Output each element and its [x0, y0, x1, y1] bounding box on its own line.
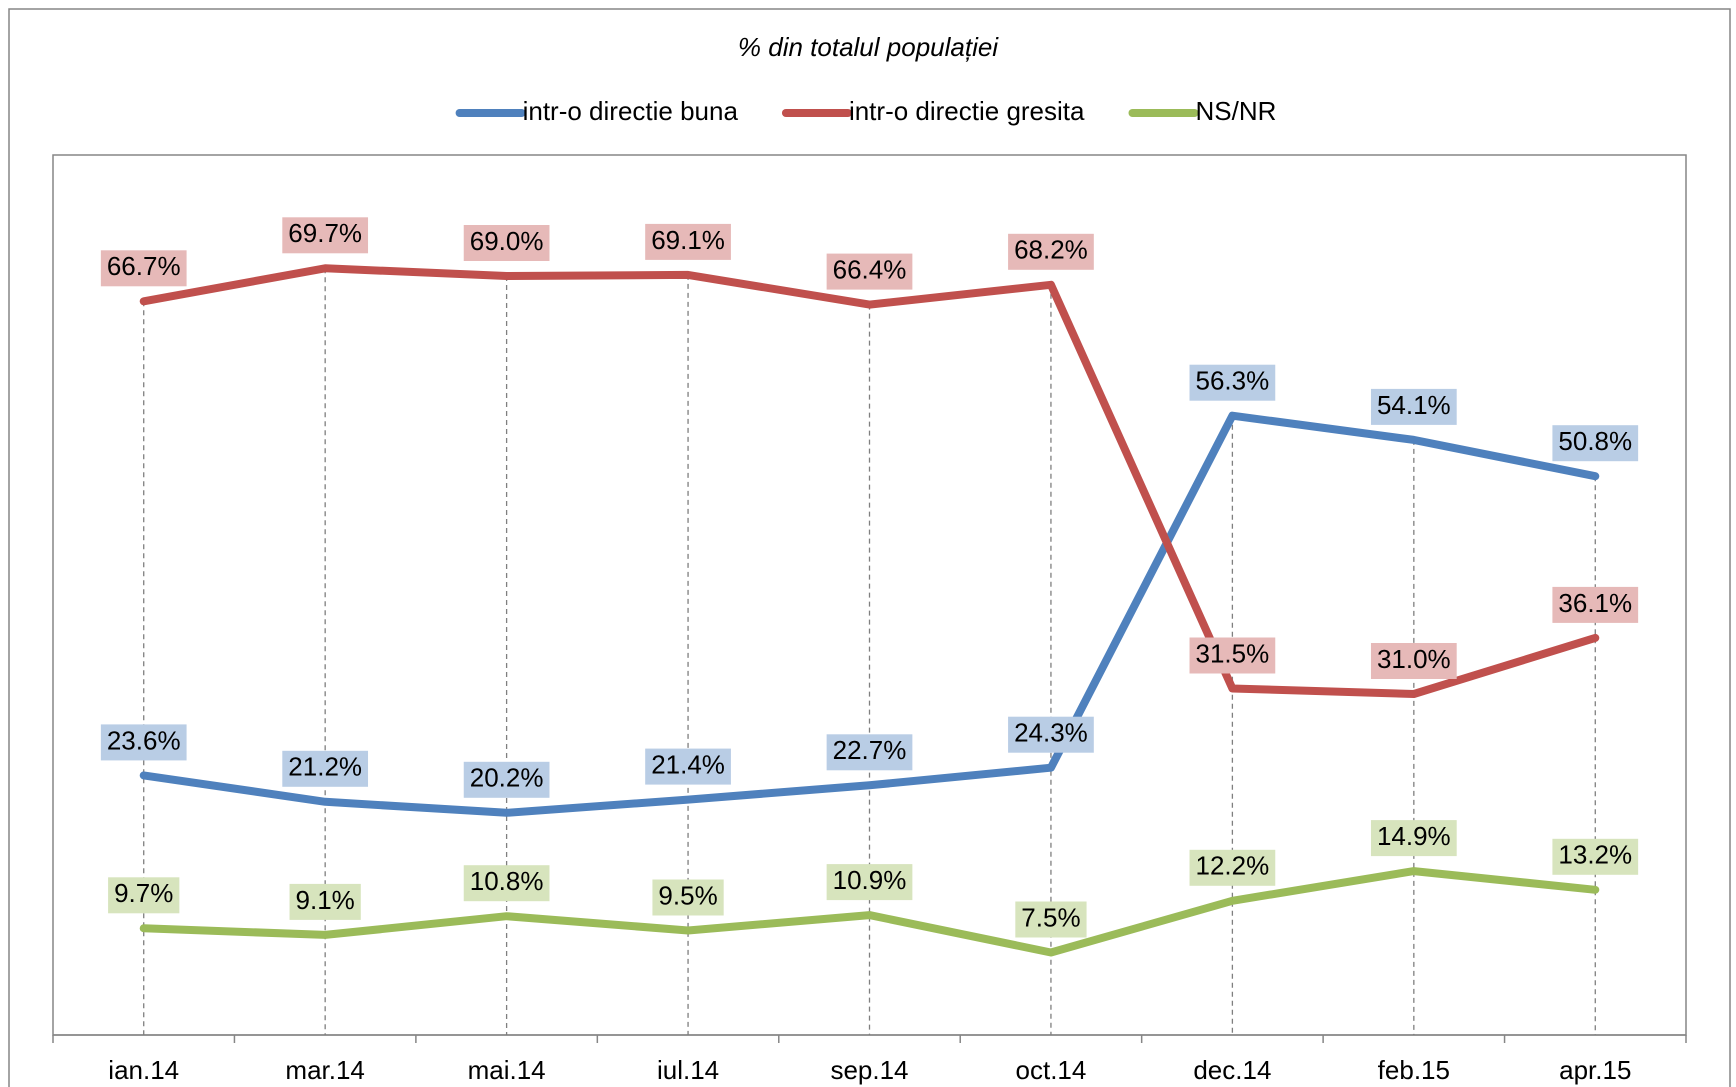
- series-line: [139, 264, 1600, 698]
- value-label: 56.3%: [1196, 366, 1270, 396]
- x-tick-label: ian.14: [108, 1055, 179, 1085]
- value-label-bg: [1552, 425, 1639, 462]
- value-label-bg: [1189, 849, 1276, 886]
- value-label: 36.1%: [1558, 588, 1632, 618]
- value-label: 54.1%: [1377, 390, 1451, 420]
- value-label-bg: [463, 761, 550, 798]
- value-label-bg: [282, 217, 369, 254]
- value-label: 12.2%: [1196, 851, 1270, 881]
- value-label-bg: [100, 724, 187, 761]
- series-line: [139, 411, 1600, 817]
- legend-label: intr-o directie gresita: [849, 96, 1085, 126]
- legend-item: intr-o directie buna: [455, 96, 739, 126]
- value-label-bg: [1008, 716, 1094, 753]
- value-label-bg: [108, 877, 180, 914]
- value-label-bg: [1552, 838, 1639, 875]
- value-label: 69.0%: [470, 226, 544, 256]
- value-label-bg: [826, 253, 913, 290]
- series-line: [139, 867, 1600, 957]
- value-label: 22.7%: [833, 735, 907, 765]
- value-label: 69.1%: [651, 225, 725, 255]
- value-label: 10.9%: [833, 865, 907, 895]
- value-label: 68.2%: [1014, 235, 1088, 265]
- x-tick-label: iul.14: [657, 1055, 719, 1085]
- value-label-bg: [282, 750, 369, 787]
- value-label-bg: [1015, 901, 1087, 938]
- value-label: 50.8%: [1558, 426, 1632, 456]
- value-label: 66.7%: [107, 251, 181, 281]
- value-label-bg: [1008, 233, 1094, 270]
- chart-border: [8, 8, 1731, 1087]
- value-label-bg: [100, 250, 187, 287]
- legend-item: intr-o directie gresita: [781, 96, 1085, 126]
- value-label: 9.7%: [114, 878, 173, 908]
- value-label: 66.4%: [833, 254, 907, 284]
- value-label: 13.2%: [1558, 840, 1632, 870]
- value-label: 10.8%: [470, 866, 544, 896]
- value-label-bg: [1370, 388, 1457, 425]
- value-label: 69.7%: [288, 218, 362, 248]
- value-label: 21.4%: [651, 749, 725, 779]
- value-label: 31.0%: [1377, 644, 1451, 674]
- value-label: 9.1%: [296, 885, 355, 915]
- x-tick-label: dec.14: [1193, 1055, 1271, 1085]
- value-label: 31.5%: [1196, 638, 1270, 668]
- x-tick-label: mar.14: [285, 1055, 365, 1085]
- value-label-bg: [1552, 586, 1639, 623]
- value-label: 20.2%: [470, 763, 544, 793]
- value-label-bg: [826, 734, 913, 771]
- value-label-bg: [463, 225, 550, 261]
- x-tick-label: apr.15: [1559, 1055, 1631, 1085]
- value-label-bg: [1370, 643, 1457, 679]
- value-label-bg: [463, 865, 550, 902]
- legend-label: NS/NR: [1195, 96, 1276, 126]
- value-label: 7.5%: [1021, 902, 1080, 932]
- value-label: 21.2%: [288, 752, 362, 782]
- value-label-bg: [1189, 364, 1276, 401]
- value-label: 23.6%: [107, 725, 181, 755]
- x-tick-label: oct.14: [1016, 1055, 1087, 1085]
- x-tick-label: sep.14: [830, 1055, 908, 1085]
- value-label: 24.3%: [1014, 718, 1088, 748]
- value-label-bg: [1189, 637, 1276, 674]
- legend-item: NS/NR: [1128, 96, 1276, 126]
- value-label: 9.5%: [658, 880, 717, 910]
- chart-title: % din totalul populației: [738, 32, 999, 62]
- legend-label: intr-o directie buna: [523, 96, 739, 126]
- value-label-bg: [645, 223, 731, 260]
- value-label-bg: [289, 883, 361, 920]
- x-tick-label: mai.14: [468, 1055, 546, 1085]
- value-label: 14.9%: [1377, 821, 1451, 851]
- value-label-bg: [826, 864, 913, 901]
- x-tick-label: feb.15: [1378, 1055, 1450, 1085]
- value-label-bg: [645, 748, 731, 785]
- value-label-bg: [652, 879, 724, 916]
- value-label-bg: [1370, 820, 1457, 857]
